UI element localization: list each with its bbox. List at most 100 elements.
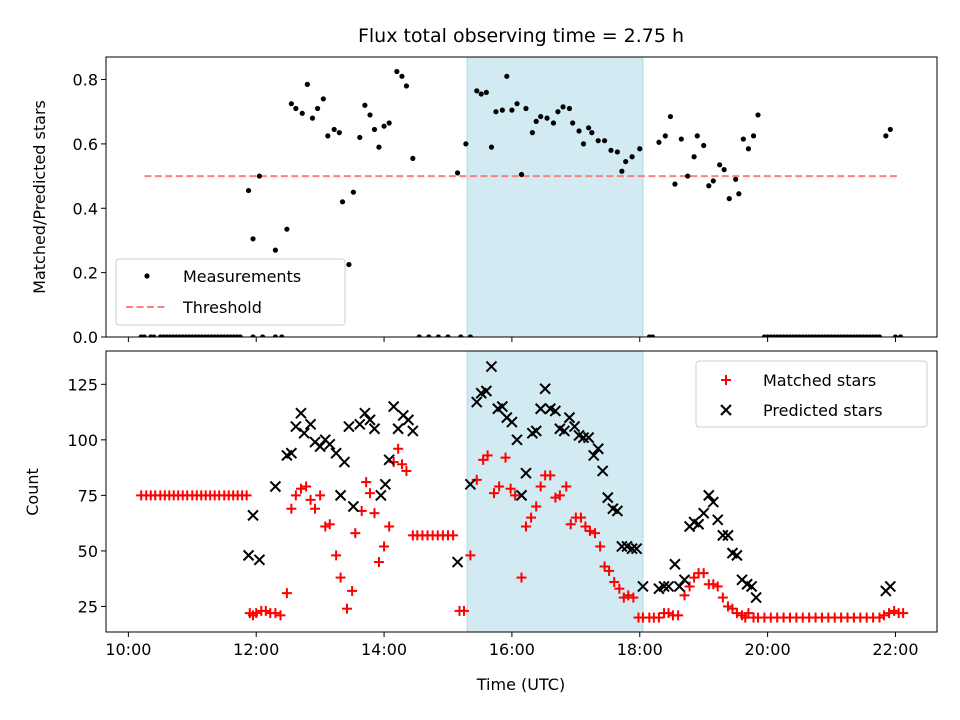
measurement-point	[454, 170, 461, 176]
matched-star-point	[379, 541, 390, 552]
measurement-point	[250, 334, 256, 337]
bottom-y-tick-label: 100	[67, 431, 98, 450]
predicted-star-point	[563, 411, 576, 424]
matched-star-point	[722, 601, 733, 612]
matched-star-point	[561, 481, 572, 492]
matched-star-point	[575, 512, 586, 523]
predicted-star-point	[662, 580, 675, 593]
predicted-star-point	[658, 580, 670, 593]
measurement-point	[555, 109, 561, 115]
matched-star-point	[510, 490, 521, 501]
matched-star-point	[565, 519, 576, 530]
measurement-point	[533, 118, 539, 124]
predicted-star-point	[712, 514, 724, 526]
matched-star-point	[465, 550, 476, 561]
measurement-point	[279, 334, 285, 337]
predicted-star-point	[530, 425, 542, 437]
matched-star-point	[384, 521, 395, 532]
measurement-point	[691, 154, 697, 160]
predicted-star-point	[464, 478, 477, 490]
measurement-point	[745, 146, 752, 152]
predicted-star-point	[324, 438, 336, 451]
predicted-star-point	[884, 580, 897, 593]
matched-star-point	[712, 581, 723, 592]
matched-star-point	[874, 612, 885, 623]
matched-star-point	[290, 490, 301, 501]
measurement-point	[362, 102, 368, 108]
matched-star-point	[335, 572, 346, 583]
measurement-point	[314, 105, 321, 112]
predicted-star-point	[247, 509, 259, 522]
measurement-point	[678, 136, 684, 142]
measurement-point	[694, 133, 700, 139]
predicted-star-point	[338, 456, 351, 468]
measurement-point	[426, 334, 432, 337]
predicted-star-point	[673, 580, 686, 593]
matched-star-point	[679, 590, 690, 601]
bottom-legend-box	[695, 360, 928, 428]
matched-star-point	[889, 605, 900, 616]
matched-star-point	[305, 494, 316, 505]
matched-star-point	[315, 490, 326, 501]
matched-star-point	[516, 572, 527, 583]
matched-star-point	[550, 492, 561, 503]
predicted-star-point	[364, 414, 376, 426]
predicted-star-point	[626, 542, 638, 555]
measurement-point	[710, 178, 716, 184]
matched-star-point	[369, 508, 380, 519]
measurement-point	[403, 83, 410, 89]
measurement-point	[750, 133, 757, 139]
predicted-star-point	[354, 418, 366, 431]
measurement-point	[509, 107, 515, 113]
matched-star-point	[393, 443, 404, 454]
measurement-point	[272, 334, 278, 337]
matched-star-point	[623, 590, 634, 601]
legend-matched-marker	[721, 375, 731, 385]
top-legend: Measurements Threshold	[115, 258, 346, 326]
matched-star-point	[898, 608, 909, 619]
predicted-star-point	[407, 425, 419, 437]
matched-star-point	[241, 490, 252, 501]
measurement-point	[576, 128, 582, 134]
bottom-axes-ticks: 10:00 12:00 14:00 16:00 18:00 20:00 22:00 25 50 7…	[67, 375, 918, 659]
measurement-point	[602, 138, 608, 144]
predicted-star-point	[392, 423, 404, 435]
bottom-x-tick-label: 20:00	[745, 640, 791, 659]
predicted-star-point	[253, 554, 266, 566]
predicted-stars-points	[242, 360, 897, 604]
matched-star-point	[448, 530, 459, 541]
matched-star-point	[373, 557, 384, 568]
measurement-point	[589, 130, 595, 136]
measurement-point	[151, 334, 157, 337]
predicted-star-point	[298, 427, 310, 439]
measurement-point	[293, 105, 299, 112]
predicted-star-point	[402, 414, 415, 426]
measurement-point	[550, 120, 557, 126]
measurement-point	[350, 189, 356, 195]
measurement-point	[876, 334, 883, 337]
bottom-y-tick-label: 75	[78, 486, 98, 505]
top-axes-frame	[105, 56, 938, 338]
matched-star-point	[599, 561, 610, 572]
matched-star-point	[401, 465, 412, 476]
predicted-star-point	[582, 431, 595, 444]
predicted-star-point	[480, 385, 493, 397]
measurement-point	[463, 141, 469, 147]
matched-star-point	[310, 503, 321, 514]
predicted-star-point	[383, 454, 395, 466]
legend-measurements-marker	[144, 273, 150, 279]
measurement-point	[478, 91, 484, 97]
matched-star-point	[520, 521, 531, 532]
measurement-point	[740, 136, 746, 142]
bottom-x-tick-label: 18:00	[617, 640, 663, 659]
matched-star-point	[580, 521, 591, 532]
matched-star-point	[878, 610, 889, 621]
bottom-x-tick-label: 14:00	[361, 640, 407, 659]
chart-title: Flux total observing time = 2.75 h	[358, 25, 684, 47]
measurement-point	[272, 247, 278, 253]
measurement-point	[887, 126, 893, 133]
matched-star-point	[884, 608, 895, 619]
matched-star-point	[663, 608, 674, 619]
matched-star-point	[505, 483, 516, 494]
matched-star-point	[708, 579, 719, 590]
